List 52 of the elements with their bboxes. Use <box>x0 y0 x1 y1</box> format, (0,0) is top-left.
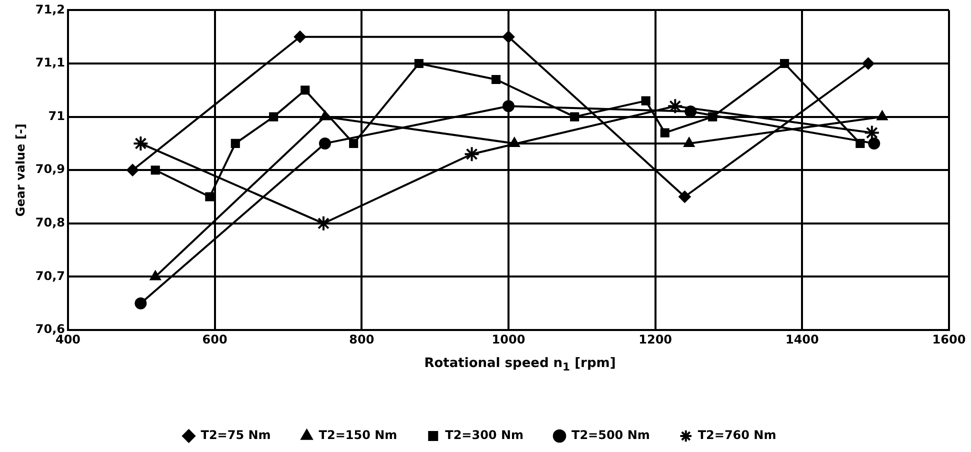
point <box>502 30 515 43</box>
point <box>464 146 480 162</box>
point <box>414 58 424 68</box>
point <box>684 105 697 118</box>
point <box>132 135 149 152</box>
point <box>320 110 330 120</box>
point <box>708 112 718 122</box>
x-tick-label: 1200 <box>638 332 672 346</box>
y-tick-label: 71 <box>48 108 66 123</box>
point <box>150 166 160 175</box>
y-tick-label: 70,7 <box>35 268 66 283</box>
legend-label: T2=300 Nm <box>445 428 524 442</box>
y-tick-label: 71,2 <box>35 2 66 16</box>
point <box>862 58 874 70</box>
x-tick-label: 1400 <box>785 332 819 346</box>
point <box>315 215 332 232</box>
point <box>205 192 214 202</box>
point <box>780 58 790 68</box>
point <box>349 138 358 148</box>
point <box>570 112 580 122</box>
legend-label: T2=150 Nm <box>318 428 398 442</box>
legend-label: T2=75 Nm <box>200 428 271 442</box>
point <box>684 137 694 147</box>
y-tick-label: 71,1 <box>35 56 66 70</box>
y-axis-title: Gear value [-] <box>13 124 28 217</box>
x-axis-title: Rotational speed n$_{1}$ [rpm] <box>423 356 617 374</box>
legend-label: T2=500 Nm <box>572 428 650 442</box>
point <box>150 270 161 280</box>
point <box>300 86 310 95</box>
point <box>856 138 865 148</box>
point <box>868 137 880 150</box>
x-tick-label: 1600 <box>932 332 966 346</box>
point <box>134 297 147 310</box>
point <box>509 137 520 147</box>
point <box>230 138 240 148</box>
y-tick-label: 70,9 <box>35 162 66 176</box>
point <box>641 96 650 106</box>
point <box>678 190 691 203</box>
point <box>126 164 139 176</box>
x-tick-label: 800 <box>349 332 374 346</box>
x-tick-label: 600 <box>202 332 228 346</box>
legend-label: T2=760 Nm <box>698 428 776 442</box>
y-tick-label: 70,8 <box>35 216 66 230</box>
point <box>660 128 670 138</box>
point <box>502 100 515 112</box>
point <box>269 112 278 122</box>
point <box>491 74 501 84</box>
x-tick-label: 1000 <box>492 332 526 346</box>
point <box>876 110 888 120</box>
point <box>318 137 331 150</box>
point <box>294 30 306 43</box>
point <box>667 98 684 114</box>
